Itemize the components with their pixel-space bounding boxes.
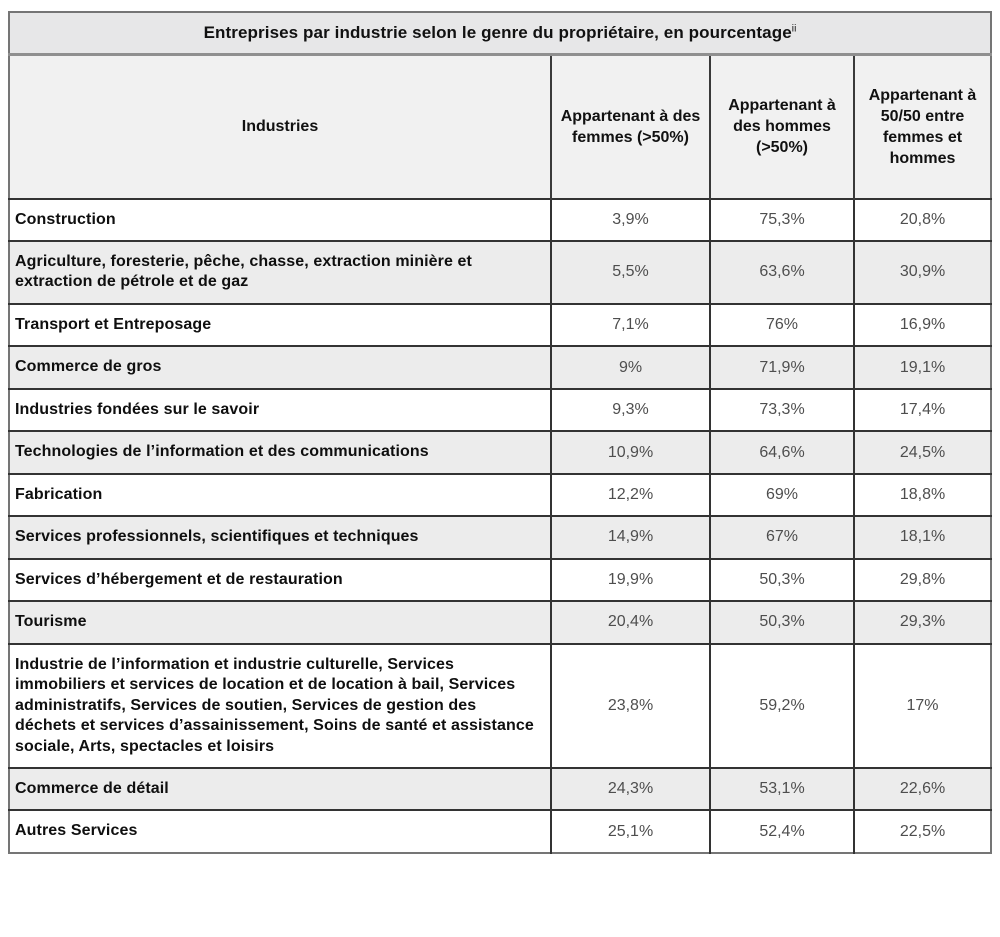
column-header-women-owned: Appartenant à des femmes (>50%) (550, 54, 710, 199)
table-row: Services professionnels, scientifiques e… (9, 515, 992, 559)
men-owned-value: 52,4% (709, 809, 854, 853)
industry-label: Tourisme (9, 600, 551, 644)
table-row: Commerce de gros 9% 71,9% 19,1% (9, 345, 992, 389)
table-row: Fabrication 12,2% 69% 18,8% (9, 472, 992, 517)
men-owned-value: 59,2% (709, 642, 854, 768)
women-owned-value: 23,8% (550, 642, 710, 768)
men-owned-value: 71,9% (709, 345, 854, 389)
industry-label: Autres Services (9, 809, 551, 853)
men-owned-value: 73,3% (709, 387, 854, 432)
men-owned-value: 50,3% (709, 600, 854, 644)
women-owned-value: 7,1% (550, 302, 710, 347)
women-owned-value: 3,9% (550, 197, 710, 241)
equal-owned-value: 22,6% (852, 766, 992, 811)
equal-owned-value: 18,8% (852, 472, 992, 517)
women-owned-value: 10,9% (550, 430, 710, 474)
table-row: Industries fondées sur le savoir 9,3% 73… (9, 387, 992, 432)
women-owned-value: 12,2% (550, 472, 710, 517)
women-owned-value: 9,3% (550, 387, 710, 432)
industry-label: Transport et Entreposage (9, 302, 551, 347)
table-row: Technologies de l’information et des com… (9, 430, 992, 474)
industry-label: Services d’hébergement et de restauratio… (9, 557, 551, 602)
women-owned-value: 9% (550, 345, 710, 389)
women-owned-value: 19,9% (550, 557, 710, 602)
men-owned-value: 67% (709, 515, 854, 559)
table-row: Transport et Entreposage 7,1% 76% 16,9% (9, 302, 992, 347)
table-row: Tourisme 20,4% 50,3% 29,3% (9, 600, 992, 644)
equal-owned-value: 22,5% (852, 809, 992, 853)
equal-owned-value: 29,8% (852, 557, 992, 602)
women-owned-value: 24,3% (550, 766, 710, 811)
men-owned-value: 75,3% (709, 197, 854, 241)
women-owned-value: 5,5% (550, 239, 710, 304)
industry-gender-table: Entreprises par industrie selon le genre… (8, 11, 993, 854)
table-row: Services d’hébergement et de restauratio… (9, 557, 992, 602)
industry-label: Agriculture, foresterie, pêche, chasse, … (9, 239, 551, 304)
industry-label: Commerce de gros (9, 345, 551, 389)
industry-label: Fabrication (9, 472, 551, 517)
column-header-row: Industries Appartenant à des femmes (>50… (9, 54, 992, 199)
industry-label: Services professionnels, scientifiques e… (9, 515, 551, 559)
industry-label: Construction (9, 197, 551, 241)
men-owned-value: 69% (709, 472, 854, 517)
title-row: Entreprises par industrie selon le genre… (9, 12, 992, 56)
table-row: Commerce de détail 24,3% 53,1% 22,6% (9, 766, 992, 811)
table-title: Entreprises par industrie selon le genre… (9, 12, 992, 56)
equal-owned-value: 30,9% (852, 239, 992, 304)
men-owned-value: 76% (709, 302, 854, 347)
table-title-text: Entreprises par industrie selon le genre… (203, 23, 792, 42)
men-owned-value: 64,6% (709, 430, 854, 474)
equal-owned-value: 19,1% (852, 345, 992, 389)
women-owned-value: 25,1% (550, 809, 710, 853)
women-owned-value: 20,4% (550, 600, 710, 644)
table-title-superscript: ii (791, 23, 797, 35)
industry-label: Commerce de détail (9, 766, 551, 811)
equal-owned-value: 20,8% (852, 197, 992, 241)
women-owned-value: 14,9% (550, 515, 710, 559)
equal-owned-value: 17% (852, 642, 992, 768)
column-header-men-owned: Appartenant à des hommes (>50%) (709, 54, 854, 199)
equal-owned-value: 17,4% (852, 387, 992, 432)
column-header-equal-owned: Appartenant à 50/50 entre femmes et homm… (852, 54, 992, 199)
equal-owned-value: 29,3% (852, 600, 992, 644)
table-row: Agriculture, foresterie, pêche, chasse, … (9, 239, 992, 304)
column-header-industries: Industries (9, 54, 551, 199)
equal-owned-value: 24,5% (852, 430, 992, 474)
equal-owned-value: 16,9% (852, 302, 992, 347)
industry-label: Industrie de l’information et industrie … (9, 642, 551, 768)
men-owned-value: 50,3% (709, 557, 854, 602)
table-container: Entreprises par industrie selon le genre… (8, 11, 993, 854)
men-owned-value: 63,6% (709, 239, 854, 304)
industry-label: Technologies de l’information et des com… (9, 430, 551, 474)
table-row: Autres Services 25,1% 52,4% 22,5% (9, 809, 992, 853)
table-row: Construction 3,9% 75,3% 20,8% (9, 197, 992, 241)
industry-label: Industries fondées sur le savoir (9, 387, 551, 432)
equal-owned-value: 18,1% (852, 515, 992, 559)
table-row: Industrie de l’information et industrie … (9, 642, 992, 768)
men-owned-value: 53,1% (709, 766, 854, 811)
